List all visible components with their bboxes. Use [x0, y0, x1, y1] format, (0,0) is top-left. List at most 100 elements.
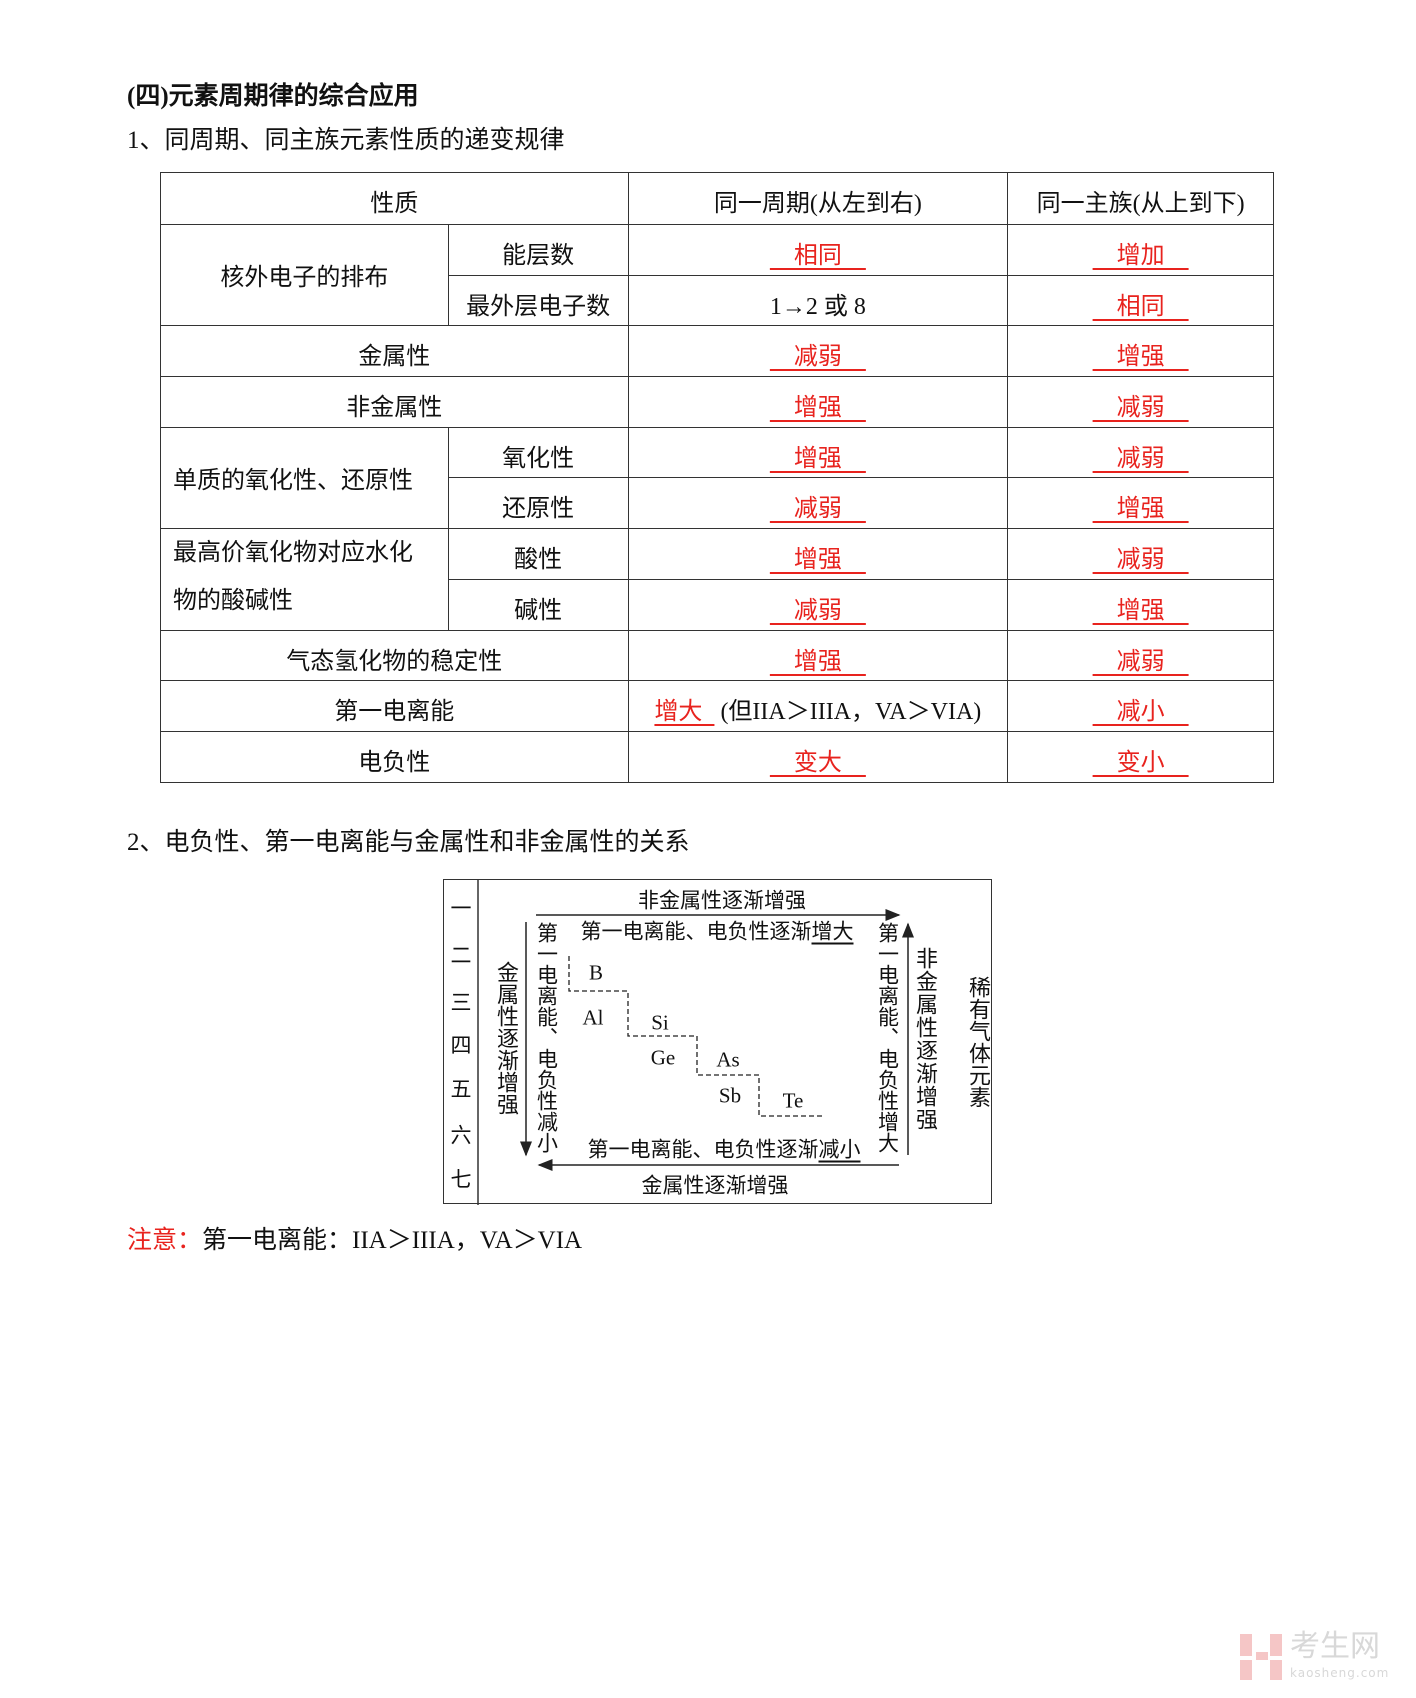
table-row: 金属性 减弱 增强: [160, 325, 1274, 378]
group-cell: 增强: [1007, 578, 1274, 631]
row-property: 酸性: [447, 528, 629, 580]
group-cell: 减弱: [1007, 376, 1274, 428]
period-answer: 增强: [769, 547, 866, 574]
row-property: 气态氢化物的稳定性: [160, 629, 629, 682]
group-answer: 增强: [1092, 496, 1189, 523]
period-cell: 1→2 或 8: [627, 274, 1009, 327]
element-label: Al: [582, 1005, 604, 1030]
watermark-en: kaosheng.com: [1290, 1666, 1390, 1680]
diagram-lines: [477, 880, 914, 1205]
period-cell: 减弱: [627, 325, 1009, 378]
row-group-label: 核外电子的排布: [160, 223, 449, 327]
left-inner-label: 第一电离能、电负性减小: [534, 922, 559, 1153]
group-answer: 减弱: [1092, 547, 1189, 574]
period-cell: 增强: [627, 426, 1009, 479]
period-label: 一: [450, 896, 472, 921]
element-label: Ge: [650, 1045, 676, 1070]
period-cell: 变大: [627, 730, 1009, 783]
top-inner-prefix: 第一电离能、电负性逐渐: [580, 919, 812, 944]
row-property: 电负性: [160, 730, 629, 783]
group-cell: 减弱: [1007, 528, 1274, 580]
period-label: 二: [450, 943, 472, 968]
right-inner-label: 第一电离能、电负性增大: [875, 922, 900, 1153]
period-cell: 减弱: [627, 578, 1009, 631]
period-answer: 增强: [769, 648, 866, 675]
table-row: 最外层电子数 1→2 或 8 相同: [161, 274, 1274, 327]
period-label: 四: [450, 1033, 472, 1058]
group-answer: 减弱: [1092, 648, 1189, 675]
table-row: 单质的氧化性、还原性 氧化性 增强 减弱: [160, 426, 1274, 530]
period-answer: 减弱: [769, 597, 866, 624]
table-row: 电负性 变大 变小: [160, 730, 1274, 783]
bottom-inner-label: 第一电离能、电负性逐渐减小: [587, 1137, 861, 1162]
period-cell: 增强: [627, 629, 1009, 682]
row-group-label: 最高价氧化物对应水化 物的酸碱性: [160, 528, 449, 631]
watermark-logo: 考生网 kaosheng.com: [1240, 1632, 1410, 1682]
period-label: 五: [450, 1077, 472, 1102]
group-cell: 减小: [1007, 680, 1274, 732]
period-answer: 增强: [769, 445, 866, 472]
periodic-trend-diagram: 一 二 三 四 五 六 七 非金属性逐渐增强 第一电离能、电负性逐渐增大 第一电…: [443, 879, 992, 1205]
bottom-label: 金属性逐渐增强: [641, 1173, 789, 1198]
row-property: 第一电离能: [160, 680, 629, 732]
element-label: Si: [651, 1010, 669, 1035]
group-answer: 相同: [1092, 293, 1189, 320]
period-cell: 增强: [627, 528, 1009, 580]
bottom-inner-suffix: 减小: [818, 1137, 861, 1162]
table-row: 第一电离能 增大 (但IIA＞IIIA，VA＞VIA) 减小: [160, 680, 1274, 732]
period-answer: 变大: [769, 749, 866, 776]
group-label-line1: 最高价氧化物对应水化: [173, 540, 413, 567]
group-cell: 增强: [1007, 477, 1274, 530]
top-inner-suffix: 增大: [811, 919, 854, 944]
top-inner-label: 第一电离能、电负性逐渐增大: [580, 919, 854, 944]
period-label: 三: [450, 990, 472, 1015]
period-label: 七: [450, 1167, 472, 1192]
element-label: B: [588, 960, 604, 985]
period-cell: 增强: [627, 376, 1009, 428]
group-cell: 增加: [1007, 224, 1274, 276]
header-property: 性质: [160, 172, 629, 225]
table-row: 核外电子的排布 能层数 相同 增加: [160, 223, 1274, 327]
period-label: 六: [450, 1123, 472, 1148]
period-answer: 增大: [654, 699, 715, 726]
table-header-row: 性质 同一周期(从左到右) 同一主族(从上到下): [160, 172, 1274, 225]
row-group-label: 单质的氧化性、还原性: [160, 426, 449, 530]
section2-title: 2、电负性、第一电离能与金属性和非金属性的关系: [127, 829, 690, 856]
row-property: 能层数: [447, 224, 629, 276]
noble-gas-label: 稀有气体元素: [966, 976, 991, 1108]
heading: (四)元素周期律的综合应用: [127, 83, 419, 110]
group-answer: 变小: [1092, 749, 1189, 776]
period-note: (但IIA＞IIIA，VA＞VIA): [720, 699, 982, 726]
row-property: 最外层电子数: [447, 274, 629, 327]
right-outer-label: 非金属性逐渐增强: [913, 947, 938, 1131]
group-cell: 减弱: [1007, 426, 1274, 479]
section1-title: 1、同周期、同主族元素性质的递变规律: [127, 127, 565, 154]
row-property: 金属性: [160, 325, 629, 378]
table-row: 非金属性 增强 减弱: [160, 376, 1274, 428]
group-cell: 增强: [1007, 325, 1274, 378]
table-row: 气态氢化物的稳定性 增强 减弱: [160, 629, 1274, 682]
metal-nonmetal-boundary: [568, 956, 825, 1117]
group-cell: 变小: [1007, 730, 1274, 783]
period-cell: 相同: [627, 224, 1009, 276]
table-row: 碱性 减弱 增强: [161, 578, 1274, 631]
period-answer: 相同: [769, 243, 866, 269]
top-label: 非金属性逐渐增强: [638, 888, 806, 913]
group-label-line2: 物的酸碱性: [173, 588, 293, 615]
element-label: Te: [782, 1088, 804, 1113]
element-label: Sb: [718, 1083, 742, 1108]
period-answer: 减弱: [769, 344, 866, 371]
group-answer: 减弱: [1092, 445, 1189, 472]
group-answer: 增强: [1092, 344, 1189, 371]
note: 注意：第一电离能：IIA＞IIIA，VA＞VIA: [127, 1228, 582, 1253]
header-group: 同一主族(从上到下): [1007, 172, 1274, 225]
period-answer: 增强: [769, 395, 866, 422]
note-text: 第一电离能：IIA＞IIIA，VA＞VIA: [202, 1227, 583, 1254]
group-cell: 减弱: [1007, 629, 1274, 682]
row-property: 还原性: [447, 477, 629, 530]
table-row: 最高价氧化物对应水化 物的酸碱性 酸性 增强 减弱: [160, 528, 1274, 631]
period-cell: 减弱: [627, 477, 1009, 530]
bottom-inner-prefix: 第一电离能、电负性逐渐: [587, 1137, 819, 1162]
note-label: 注意：: [127, 1227, 203, 1254]
group-answer: 减小: [1092, 699, 1189, 726]
